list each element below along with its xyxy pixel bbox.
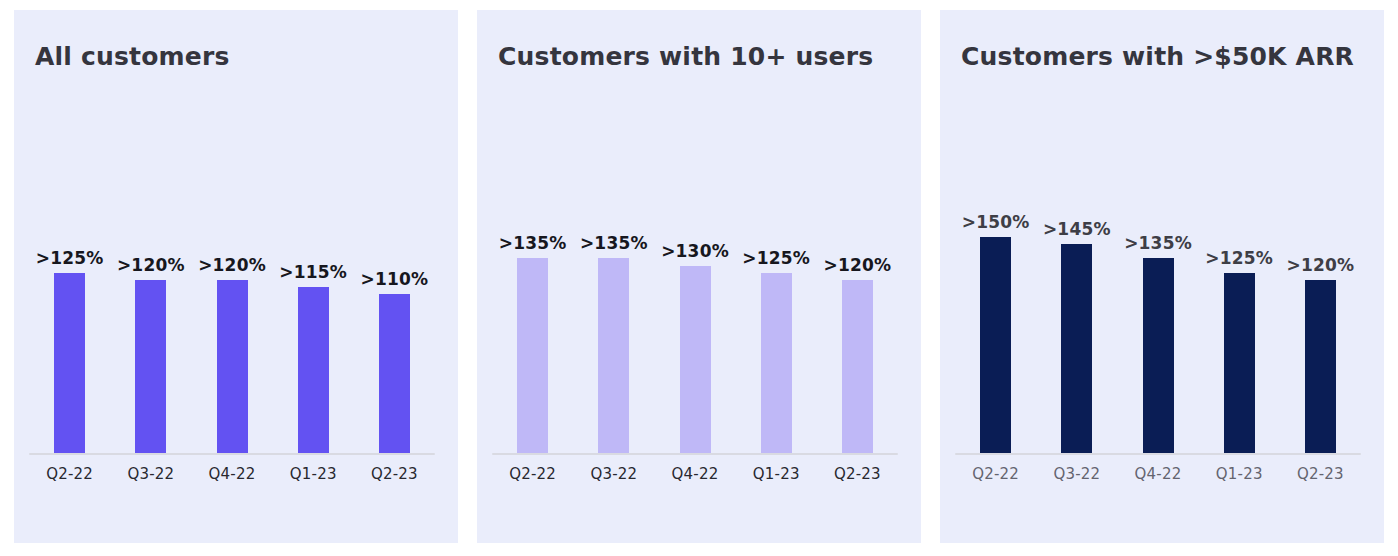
bar (680, 266, 711, 453)
x-axis-tick-label: Q3-22 (110, 465, 191, 483)
bar (842, 280, 873, 453)
x-axis-tick-label: Q2-23 (817, 465, 898, 483)
x-axis-tick-label: Q2-22 (492, 465, 573, 483)
chart-panel-all-customers: All customers >125%>120%>120%>115%>110% … (14, 10, 458, 543)
bar (379, 294, 410, 453)
bar (598, 258, 629, 453)
bar-slot: >115% (273, 262, 354, 453)
bar-slot: >135% (1117, 233, 1198, 453)
chart-panel-10plus-users: Customers with 10+ users >135% >135% >130%… (477, 10, 921, 543)
x-axis-line (955, 453, 1361, 455)
x-axis-tick-label: Q1-23 (1199, 465, 1280, 483)
bar (761, 273, 792, 453)
x-axis-tick-label: Q4-22 (191, 465, 272, 483)
bar-value-label: >120% (117, 255, 185, 275)
bar-slot: >120% (817, 255, 898, 453)
bar-slot: >150% (955, 212, 1036, 453)
bar-slot: >135% (573, 233, 654, 453)
x-axis-labels: Q2-22Q3-22Q4-22Q1-23Q2-23 (492, 465, 898, 483)
bar-value-label: >120% (1287, 255, 1355, 275)
bar-slot: >120% (110, 255, 191, 453)
bars-group: >150% >145% >135% >125% >120% (955, 212, 1361, 453)
bar-value-label: >135% (1124, 233, 1192, 253)
bar (298, 287, 329, 453)
bar (980, 237, 1011, 453)
x-axis-tick-label: Q1-23 (273, 465, 354, 483)
bars-group: >135% >135% >130% >125% >120% (492, 233, 898, 453)
bar-slot: >110% (354, 269, 435, 453)
x-axis-tick-label: Q3-22 (1036, 465, 1117, 483)
bar (1224, 273, 1255, 453)
x-axis-tick-label: Q2-23 (1280, 465, 1361, 483)
x-axis-tick-label: Q4-22 (654, 465, 735, 483)
bar-value-label: >115% (279, 262, 347, 282)
chart-title: Customers with >$50K ARR (961, 42, 1368, 71)
bar-value-label: >150% (962, 212, 1030, 232)
x-axis-tick-label: Q1-23 (736, 465, 817, 483)
bar (217, 280, 248, 453)
chart-title: All customers (35, 42, 442, 71)
bar (1061, 244, 1092, 453)
x-axis-labels: Q2-22Q3-22Q4-22Q1-23Q2-23 (955, 465, 1361, 483)
bar-value-label: >120% (198, 255, 266, 275)
bar-value-label: >135% (499, 233, 567, 253)
x-axis-tick-label: Q2-23 (354, 465, 435, 483)
x-axis-tick-label: Q3-22 (573, 465, 654, 483)
bar-value-label: >110% (361, 269, 429, 289)
x-axis-tick-label: Q4-22 (1117, 465, 1198, 483)
bar (54, 273, 85, 453)
bar (517, 258, 548, 453)
bar-value-label: >120% (824, 255, 892, 275)
bar (135, 280, 166, 453)
bars-group: >125% >120% >120% >115% >110% (29, 248, 435, 453)
bar (1143, 258, 1174, 453)
bar-slot: >130% (654, 241, 735, 453)
bar-value-label: >125% (1205, 248, 1273, 268)
bar-value-label: >125% (36, 248, 104, 268)
charts-container: All customers >125%>120%>120%>115%>110% … (0, 0, 1398, 556)
x-axis-tick-label: Q2-22 (955, 465, 1036, 483)
x-axis-tick-label: Q2-22 (29, 465, 110, 483)
bar (1305, 280, 1336, 453)
bar-slot: >145% (1036, 219, 1117, 453)
bar-value-label: >135% (580, 233, 648, 253)
bar-slot: >125% (736, 248, 817, 453)
bar-slot: >135% (492, 233, 573, 453)
x-axis-line (492, 453, 898, 455)
chart-panel-50k-arr: Customers with >$50K ARR >150% >145% >135%… (940, 10, 1384, 543)
bar-value-label: >125% (742, 248, 810, 268)
chart-title: Customers with 10+ users (498, 42, 905, 71)
x-axis-line (29, 453, 435, 455)
bar-slot: >125% (1199, 248, 1280, 453)
bar-slot: >120% (1280, 255, 1361, 453)
bar-slot: >125% (29, 248, 110, 453)
bar-value-label: >130% (661, 241, 729, 261)
x-axis-labels: Q2-22Q3-22Q4-22Q1-23Q2-23 (29, 465, 435, 483)
bar-slot: >120% (191, 255, 272, 453)
bar-value-label: >145% (1043, 219, 1111, 239)
